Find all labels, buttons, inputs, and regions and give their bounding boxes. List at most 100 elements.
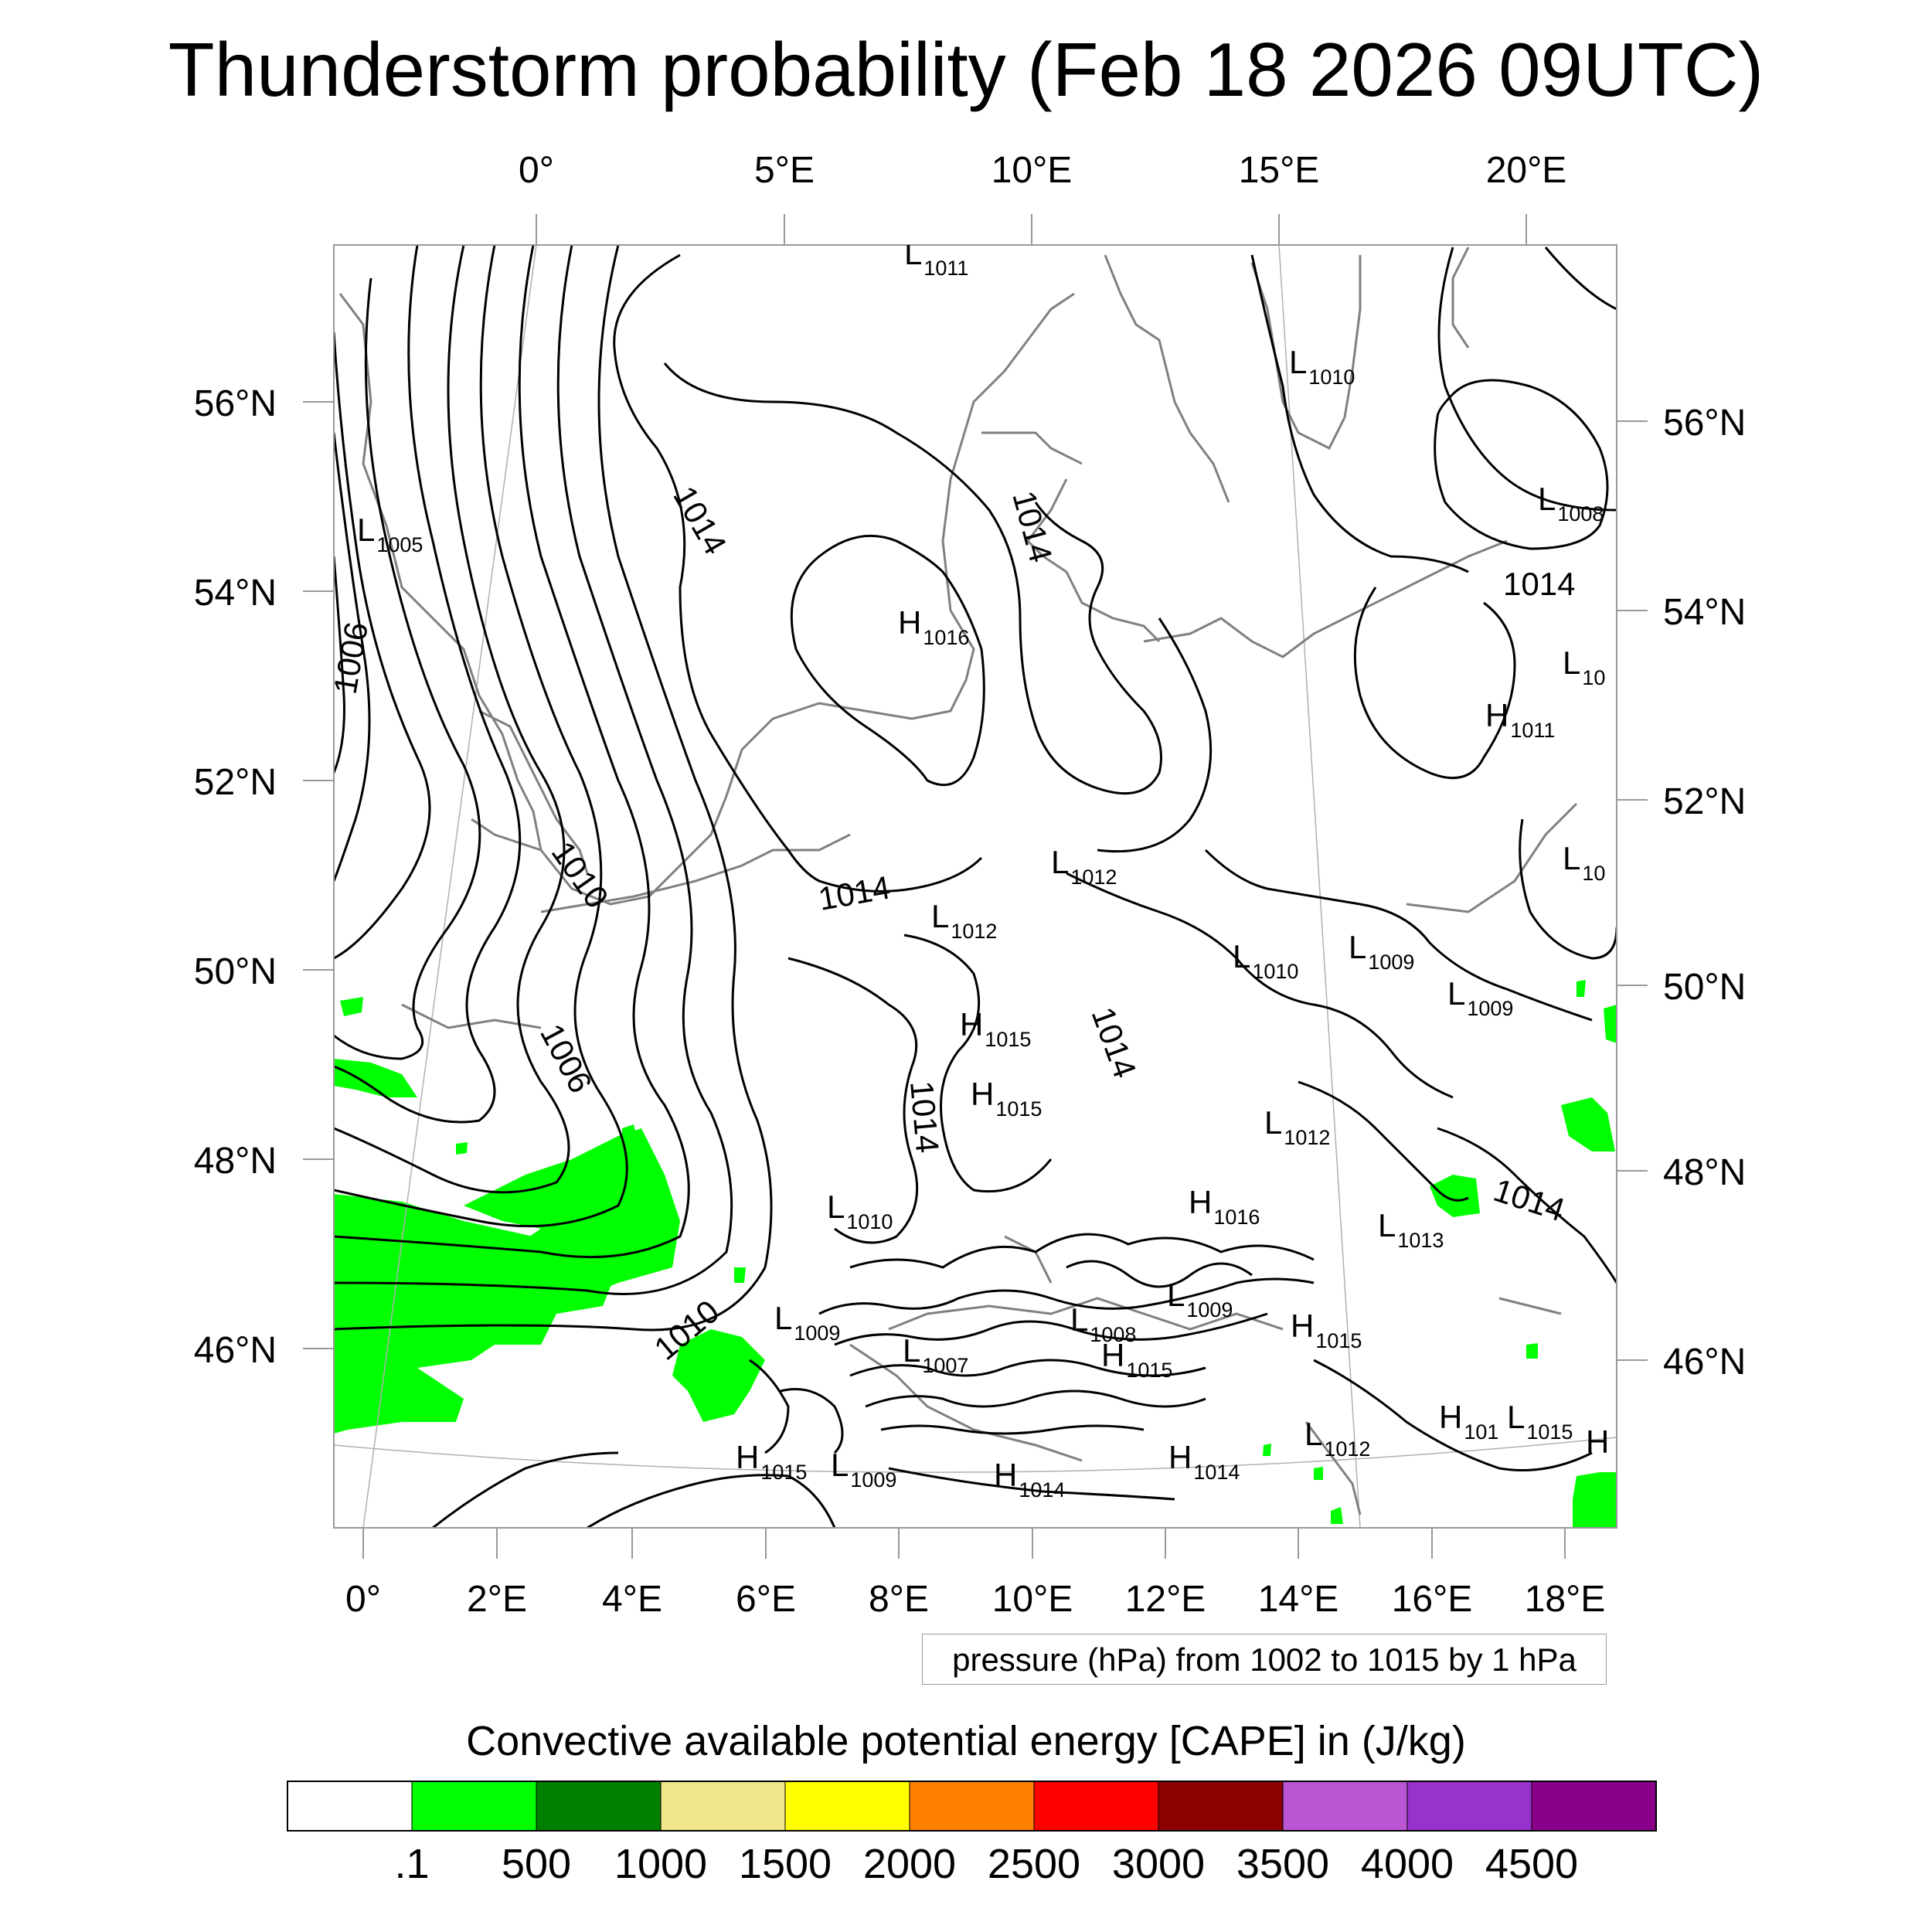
colorbar-title: Convective available potential energy [C… — [466, 1718, 1466, 1764]
left-axis-label: 48°N — [194, 1141, 277, 1182]
low-pressure-label: L1009 — [1447, 975, 1513, 1020]
bottom-axis-label: 4°E — [602, 1579, 662, 1620]
low-pressure-label: L10 — [1563, 645, 1605, 689]
low-pressure-label: L1008 — [1538, 481, 1604, 526]
top-axis-label: 5°E — [754, 150, 815, 191]
high-pressure-label: H1014 — [994, 1457, 1065, 1502]
colorbar-swatch — [1282, 1781, 1408, 1832]
cape-area-hungary — [1526, 1343, 1538, 1359]
high-pressure-label: H101 — [1439, 1399, 1498, 1444]
low-pressure-label: L1007 — [903, 1332, 968, 1377]
cape-area-france-north — [334, 1059, 417, 1097]
low-pressure-label: L1010 — [1233, 938, 1298, 983]
colorbar-tick-label: 1000 — [614, 1841, 707, 1887]
colorbar-tick-label: 500 — [502, 1841, 571, 1887]
right-axis-label: 46°N — [1663, 1342, 1746, 1383]
right-axis-label: 54°N — [1663, 592, 1746, 633]
colorbar-tick-label: 1500 — [739, 1841, 832, 1887]
low-pressure-label: L1009 — [831, 1447, 896, 1492]
low-pressure-label: L1011 — [904, 235, 968, 280]
high-pressure-label: H1011 — [1485, 697, 1555, 742]
cape-area-small-2 — [456, 1142, 468, 1155]
low-pressure-label: L1008 — [1070, 1301, 1136, 1346]
low-pressure-label: L1015 — [1507, 1399, 1573, 1444]
high-pressure-label: H1016 — [898, 604, 969, 649]
bottom-axis-label: 2°E — [467, 1579, 527, 1620]
high-pressure-label: H1014 — [1168, 1439, 1240, 1484]
cape-area-italy — [1331, 1507, 1343, 1524]
cape-area-adriatic — [1314, 1467, 1323, 1480]
colorbar-swatch — [909, 1781, 1035, 1832]
top-axis-label: 10°E — [992, 150, 1073, 191]
isobar-label: 1014 — [903, 1080, 946, 1155]
map-title: Thunderstorm probability (Feb 18 2026 09… — [168, 27, 1764, 112]
cape-area-east-1 — [1561, 1097, 1615, 1151]
cape-area-alps-west — [672, 1329, 765, 1422]
right-axis-label: 48°N — [1663, 1152, 1746, 1193]
colorbar-swatch — [784, 1781, 910, 1832]
cape-area-poland-south — [1430, 1175, 1480, 1217]
right-axis-label: 52°N — [1663, 781, 1746, 822]
cape-area-se — [1573, 1472, 1617, 1528]
top-axis-label: 0° — [519, 150, 554, 191]
colorbar-tick-label: 3000 — [1112, 1841, 1205, 1887]
isobar-label: 1014 — [1503, 566, 1575, 602]
high-pressure-label: H1015 — [960, 1006, 1031, 1051]
cape-area-croatia — [1263, 1444, 1271, 1456]
left-axis-label: 50°N — [194, 951, 277, 992]
colorbar-swatch — [536, 1781, 662, 1832]
low-pressure-label: L1012 — [931, 898, 997, 943]
colorbar-tick-label: 2500 — [988, 1841, 1080, 1887]
right-axis-label: 50°N — [1663, 967, 1746, 1008]
map-area — [334, 245, 1617, 1528]
high-pressure-label: H1015 — [971, 1076, 1042, 1121]
colorbar-tick-label: .1 — [394, 1841, 429, 1887]
colorbar-tick-label: 4500 — [1485, 1841, 1578, 1887]
colorbar-swatch — [1158, 1781, 1284, 1832]
cape-area-small-3 — [622, 1124, 638, 1142]
low-pressure-label: L10 — [1563, 840, 1605, 885]
low-pressure-label: L1009 — [1167, 1277, 1233, 1321]
cape-colorbar: .1 500 1000 1500 2000 2500 3000 3500 4000 4500 — [287, 1781, 1657, 1887]
left-axis-label: 52°N — [194, 762, 277, 803]
bottom-axis-label: 6°E — [736, 1579, 796, 1620]
colorbar-swatch — [660, 1781, 786, 1832]
low-pressure-label: L1009 — [1349, 929, 1414, 974]
colorbar-swatch — [1531, 1781, 1657, 1832]
pressure-info-box: pressure (hPa) from 1002 to 1015 by 1 hP… — [922, 1634, 1607, 1685]
high-pressure-label: H — [1586, 1423, 1609, 1460]
top-axis-label: 15°E — [1239, 150, 1320, 191]
colorbar-swatch — [1406, 1781, 1532, 1832]
top-axis-label: 20°E — [1486, 150, 1567, 191]
colorbar-tick-label: 4000 — [1361, 1841, 1454, 1887]
left-axis-label: 56°N — [194, 383, 277, 424]
cape-area-small-1 — [340, 997, 363, 1016]
low-pressure-label: L1013 — [1378, 1207, 1444, 1252]
left-axis-label: 46°N — [194, 1330, 277, 1371]
low-pressure-label: L1012 — [1051, 844, 1117, 889]
bottom-axis-label: 8°E — [869, 1579, 929, 1620]
colorbar-swatch — [1033, 1781, 1159, 1832]
low-pressure-label: L1005 — [357, 512, 423, 556]
bottom-axis-label: 16°E — [1392, 1579, 1473, 1620]
high-pressure-label: H1015 — [1101, 1337, 1172, 1382]
cape-area-east-2 — [1604, 1005, 1617, 1043]
low-pressure-label: L1012 — [1304, 1416, 1370, 1461]
left-axis-label: 54°N — [194, 573, 277, 614]
bottom-axis-label: 0° — [345, 1579, 381, 1620]
colorbar-frame — [287, 1781, 1657, 1832]
cape-area-east-3 — [1577, 980, 1586, 997]
bottom-axis-label: 12°E — [1125, 1579, 1206, 1620]
colorbar-swatch — [287, 1781, 413, 1832]
bottom-axis-label: 14°E — [1258, 1579, 1339, 1620]
cape-area-small-4 — [734, 1267, 746, 1283]
isobars — [334, 245, 1617, 1528]
low-pressure-label: L1010 — [1289, 344, 1355, 389]
high-pressure-label: H1015 — [736, 1439, 807, 1484]
right-axis-label: 56°N — [1663, 403, 1746, 444]
bottom-axis-label: 10°E — [992, 1579, 1073, 1620]
low-pressure-label: L1012 — [1264, 1104, 1330, 1149]
map-frame — [333, 244, 1617, 1529]
low-pressure-label: L1010 — [827, 1189, 893, 1233]
high-pressure-label: H1016 — [1189, 1184, 1260, 1229]
